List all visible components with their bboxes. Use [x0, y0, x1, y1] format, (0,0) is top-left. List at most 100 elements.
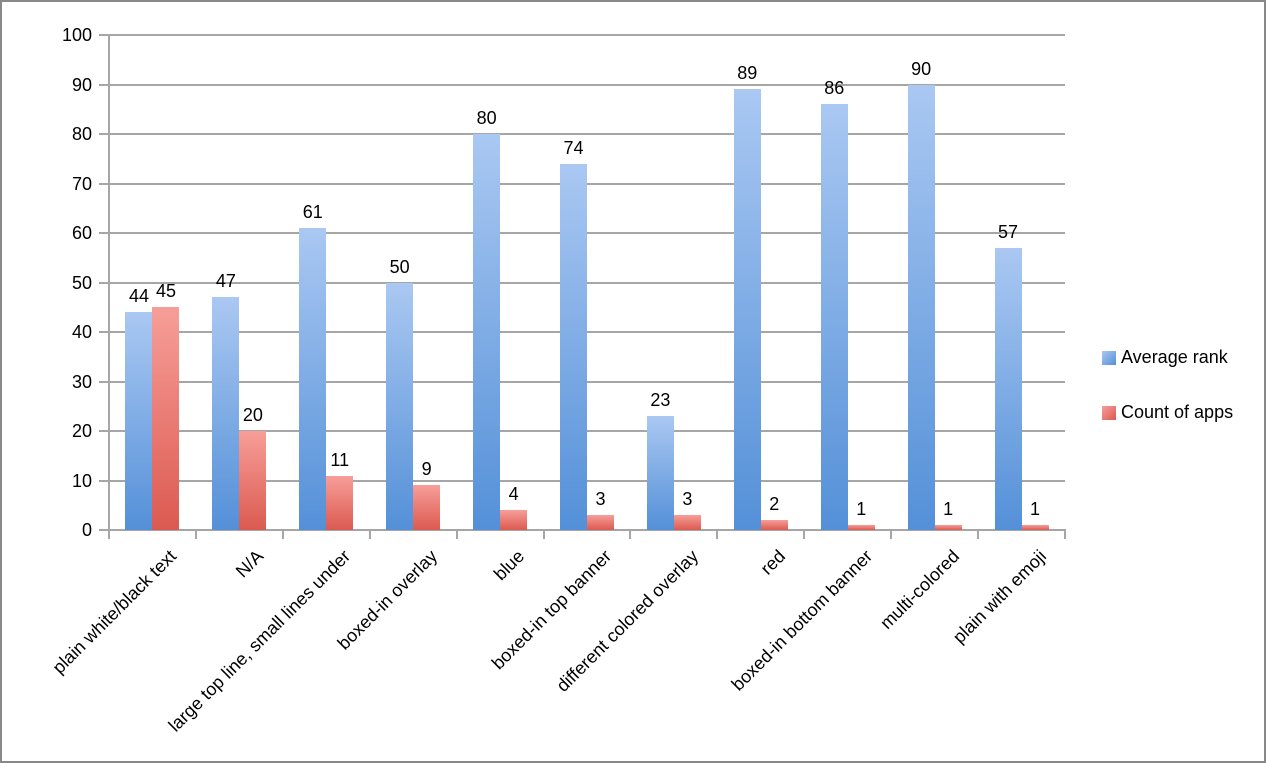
x-axis-tick	[281, 530, 284, 539]
x-axis-category-label: different colored overlay	[552, 546, 703, 696]
data-label: 23	[650, 390, 671, 411]
y-axis-tick-label: 80	[71, 124, 92, 144]
y-axis-tick	[99, 479, 109, 482]
y-axis-tick-label: 0	[81, 520, 92, 540]
bar-average-rank	[125, 312, 153, 530]
y-axis-tick-label: 10	[71, 470, 92, 491]
y-axis-tick	[99, 281, 109, 284]
legend-label: Count of apps	[1121, 402, 1234, 422]
bar-count-of-apps	[587, 515, 614, 530]
y-axis-tick	[99, 34, 109, 36]
data-label: 61	[302, 202, 323, 223]
x-axis-tick	[194, 530, 197, 539]
bar-count-of-apps	[760, 520, 788, 530]
y-axis-tick	[99, 430, 109, 432]
data-label: 4	[508, 484, 519, 505]
bar-count-of-apps	[239, 431, 267, 530]
y-axis-tick-label: 50	[71, 272, 92, 293]
y-axis-tick-label: 90	[71, 74, 92, 95]
gridline	[109, 83, 1065, 86]
data-label: 86	[824, 78, 845, 99]
bar-count-of-apps	[413, 485, 441, 530]
bar-count-of-apps	[500, 510, 528, 530]
x-axis-tick	[803, 530, 806, 539]
legend-swatch-count-of-apps	[1102, 405, 1116, 420]
x-axis-tick	[629, 530, 632, 539]
x-axis-tick	[1064, 530, 1066, 539]
gridline	[109, 479, 1065, 482]
x-axis-category-label: plain with emoji	[948, 546, 1050, 648]
y-axis-tick-label: 70	[71, 173, 92, 194]
legend-item-count-of-apps: Count of apps	[1102, 402, 1233, 423]
x-axis-tick	[455, 530, 458, 539]
data-label: 50	[389, 256, 410, 277]
data-label: 3	[682, 489, 693, 510]
x-axis-category-label: large top line, small lines under	[164, 546, 355, 736]
data-label: 20	[242, 405, 263, 425]
y-axis-tick	[99, 529, 109, 531]
x-axis-tick	[542, 530, 545, 539]
bar-count-of-apps	[326, 475, 354, 530]
y-axis-tick-label: 100	[61, 25, 92, 45]
data-label: 3	[595, 489, 606, 510]
legend-item-average-rank: Average rank	[1102, 347, 1228, 368]
bar-average-rank	[299, 228, 327, 530]
bar-average-rank	[820, 104, 848, 530]
data-label: 80	[476, 108, 497, 128]
bar-count-of-apps	[152, 307, 180, 530]
x-axis-tick	[368, 530, 371, 539]
bar-average-rank	[907, 84, 935, 530]
y-axis-tick-label: 40	[71, 322, 92, 342]
gridline	[109, 133, 1065, 135]
x-axis-line	[108, 529, 1066, 531]
legend-swatch-average-rank	[1102, 350, 1116, 365]
bar-count-of-apps	[1021, 525, 1049, 530]
data-label: 1	[1030, 499, 1041, 520]
data-label: 90	[911, 58, 932, 79]
bar-average-rank	[733, 89, 761, 530]
x-axis-tick	[890, 530, 893, 539]
x-axis-category-label: blue	[490, 546, 529, 585]
gridline	[109, 281, 1065, 284]
bar-average-rank	[473, 134, 501, 530]
x-axis-category-label: red	[756, 546, 789, 579]
bar-average-rank	[560, 163, 587, 530]
x-axis-tick	[108, 530, 110, 539]
y-axis-tick	[99, 133, 109, 135]
gridline	[109, 380, 1065, 383]
data-label: 47	[215, 271, 236, 292]
x-axis-category-label: multi-colored	[875, 546, 963, 634]
data-label: 45	[155, 281, 176, 302]
y-axis-tick-label: 60	[71, 223, 92, 243]
data-label: 11	[330, 449, 350, 470]
data-label: 9	[421, 459, 432, 480]
gridline	[109, 34, 1065, 36]
data-label: 44	[128, 286, 149, 307]
data-label: 1	[856, 499, 867, 520]
x-axis-tick	[716, 530, 719, 539]
x-axis-category-label: N/A	[232, 546, 268, 582]
y-axis-tick-label: 30	[71, 371, 92, 392]
data-label: 1	[943, 499, 954, 520]
bar-average-rank	[212, 297, 240, 530]
gridline	[109, 232, 1065, 234]
data-label: 74	[563, 137, 584, 158]
y-axis-tick	[99, 331, 109, 333]
bar-average-rank	[994, 247, 1022, 530]
y-axis-line	[108, 35, 110, 530]
bar-count-of-apps	[673, 515, 701, 530]
bar-average-rank	[646, 416, 674, 530]
bar-average-rank	[386, 282, 414, 530]
y-axis-tick	[99, 83, 109, 86]
gridline	[109, 331, 1065, 333]
y-axis-tick	[99, 182, 109, 185]
x-axis-category-label: boxed-in bottom banner	[727, 546, 876, 695]
data-label: 2	[769, 494, 780, 515]
bar-count-of-apps	[934, 525, 962, 530]
data-label: 89	[737, 63, 758, 84]
legend-label: Average rank	[1121, 347, 1228, 367]
gridline	[109, 430, 1065, 432]
x-axis-category-label: plain white/black text	[49, 546, 181, 678]
data-label: 57	[998, 221, 1019, 242]
